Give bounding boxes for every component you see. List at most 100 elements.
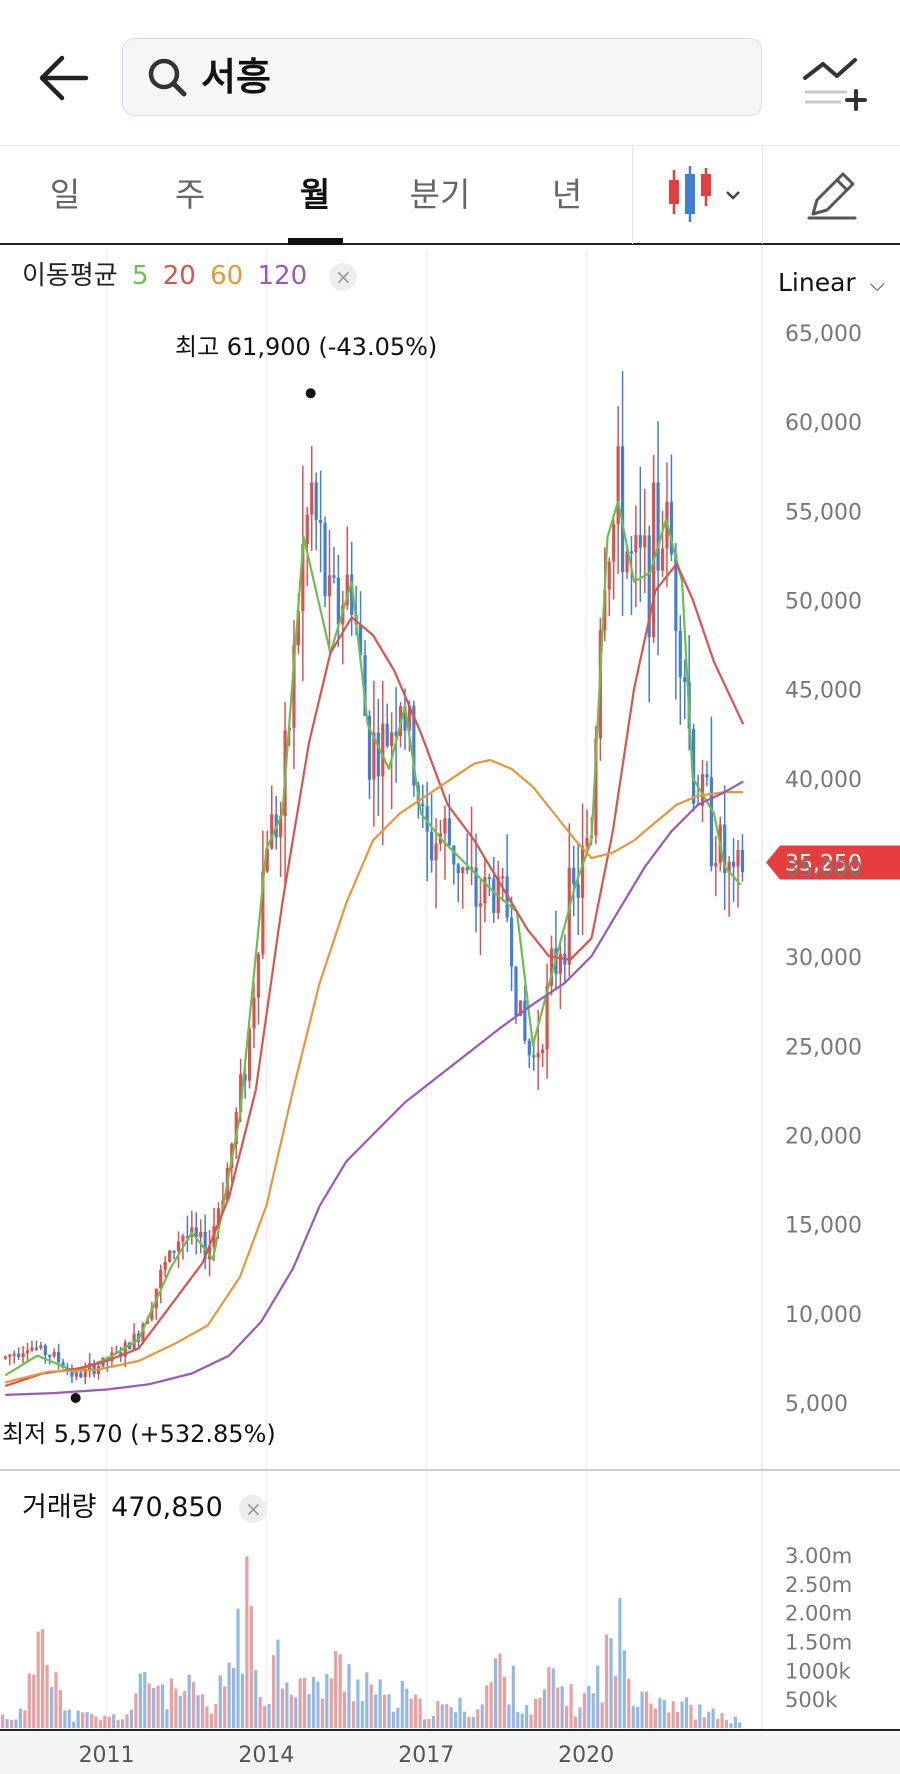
candle-body bbox=[381, 723, 385, 777]
ma-legend-label: 이동평균 bbox=[22, 261, 118, 291]
volume-bar bbox=[351, 1701, 356, 1728]
tab-week[interactable]: 주 bbox=[174, 175, 206, 214]
search-input[interactable]: 서흥 bbox=[122, 38, 762, 116]
volume-bar bbox=[360, 1700, 364, 1728]
candle-body bbox=[92, 1362, 96, 1375]
volume-bar bbox=[400, 1680, 404, 1728]
volume-bar bbox=[369, 1684, 373, 1728]
scale-selector[interactable]: Linear ⌵ bbox=[778, 268, 885, 297]
volume-bar bbox=[560, 1686, 564, 1728]
candle-body bbox=[296, 611, 301, 646]
time-axis: 2011 2014 2017 2020 bbox=[79, 1743, 615, 1768]
volume-bar bbox=[738, 1722, 742, 1728]
volume-bar bbox=[143, 1672, 147, 1728]
candle-body bbox=[43, 1345, 47, 1356]
volume-bar bbox=[307, 1694, 311, 1728]
volume-bar bbox=[231, 1667, 236, 1728]
volume-bar bbox=[600, 1702, 604, 1728]
period-tabs: 일 주 월 분기 년 bbox=[0, 145, 900, 245]
candle-body bbox=[634, 535, 638, 553]
draw-tool-button[interactable] bbox=[762, 146, 900, 244]
price-tick-label: 30,000 bbox=[785, 946, 862, 971]
time-axis-background bbox=[0, 1731, 900, 1774]
candlestick-icon bbox=[669, 166, 740, 222]
volume-bar bbox=[565, 1705, 569, 1728]
volume-bar bbox=[653, 1708, 658, 1728]
pencil-icon bbox=[807, 172, 857, 220]
volume-bar bbox=[152, 1687, 156, 1728]
candle-body bbox=[558, 953, 562, 974]
search-query[interactable]: 서흥 bbox=[201, 55, 271, 99]
candle-body bbox=[79, 1372, 83, 1378]
candle-body bbox=[474, 867, 478, 907]
volume-bar bbox=[54, 1672, 58, 1728]
scale-label: Linear bbox=[778, 268, 856, 297]
candle-body bbox=[34, 1347, 39, 1350]
ma-legend-close-icon[interactable]: × bbox=[329, 262, 358, 291]
volume-bar bbox=[120, 1719, 125, 1728]
candle-body bbox=[492, 878, 496, 913]
volume-bar bbox=[587, 1685, 591, 1728]
search-icon bbox=[148, 58, 187, 97]
back-button[interactable] bbox=[30, 40, 110, 120]
candle-body bbox=[358, 624, 363, 656]
candle-body bbox=[501, 876, 505, 879]
volume-bar bbox=[520, 1713, 524, 1728]
volume-bar bbox=[467, 1716, 471, 1728]
volume-bar bbox=[547, 1666, 551, 1728]
volume-bar bbox=[63, 1710, 67, 1728]
candle-body bbox=[629, 551, 634, 554]
tab-year[interactable]: 년 bbox=[551, 175, 583, 214]
tab-quarter[interactable]: 분기 bbox=[409, 175, 471, 214]
candle-body bbox=[25, 1350, 30, 1354]
volume-bar bbox=[596, 1665, 600, 1728]
volume-bar bbox=[67, 1709, 71, 1728]
active-tab-indicator bbox=[288, 238, 343, 245]
chart-type-button[interactable] bbox=[632, 146, 763, 244]
volume-bar bbox=[89, 1713, 94, 1728]
volume-bar bbox=[103, 1715, 107, 1728]
candle-body bbox=[714, 862, 718, 867]
volume-bar bbox=[196, 1695, 200, 1728]
candle-body bbox=[332, 575, 336, 578]
volume-bar bbox=[720, 1713, 724, 1728]
volume-bar bbox=[267, 1704, 271, 1728]
moving-average-legend: 이동평균 5 20 60 120 × bbox=[22, 258, 363, 294]
price-tick-label: 50,000 bbox=[785, 590, 862, 615]
candle-body bbox=[523, 1000, 527, 1041]
volume-legend-label: 거래량 bbox=[22, 1492, 97, 1523]
volume-bar bbox=[462, 1711, 467, 1728]
volume-bar bbox=[289, 1694, 293, 1728]
candle-body bbox=[549, 948, 554, 986]
candle-body bbox=[394, 732, 398, 737]
candle-body bbox=[683, 677, 687, 683]
tab-day[interactable]: 일 bbox=[49, 175, 81, 214]
volume-bar bbox=[613, 1676, 618, 1728]
current-price-tag bbox=[766, 845, 900, 880]
price-tick-label: 25,000 bbox=[785, 1035, 862, 1060]
volume-bar bbox=[174, 1688, 178, 1728]
candle-body bbox=[327, 575, 332, 597]
volume-bar bbox=[414, 1694, 418, 1728]
volume-tick-label: 2.00m bbox=[785, 1602, 852, 1626]
volume-legend-close-icon[interactable]: × bbox=[239, 1494, 268, 1523]
candle-body bbox=[150, 1308, 154, 1320]
price-tick-label: 5,000 bbox=[785, 1392, 848, 1417]
candle-body bbox=[168, 1250, 172, 1262]
volume-bar bbox=[511, 1665, 515, 1728]
tab-month[interactable]: 월 bbox=[299, 175, 331, 214]
volume-bar bbox=[365, 1672, 369, 1728]
compare-chart-button[interactable] bbox=[795, 48, 875, 118]
volume-bars bbox=[1, 1556, 742, 1728]
volume-bar bbox=[32, 1674, 36, 1728]
volume-bar bbox=[209, 1713, 213, 1728]
volume-bar bbox=[316, 1681, 320, 1728]
candle-body bbox=[656, 482, 660, 571]
volume-bar bbox=[627, 1678, 631, 1728]
volume-bar bbox=[529, 1714, 533, 1728]
volume-bar bbox=[76, 1710, 80, 1728]
time-tick-label: 2020 bbox=[558, 1743, 614, 1768]
candle-body bbox=[412, 705, 416, 786]
volume-bar bbox=[702, 1717, 706, 1728]
